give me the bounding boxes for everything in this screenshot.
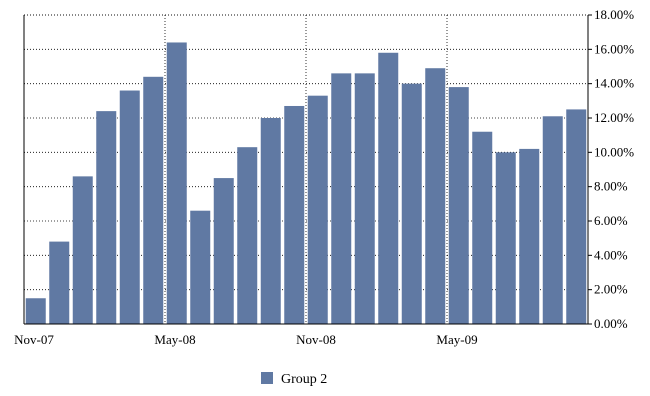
bar: [354, 73, 375, 324]
bar: [284, 105, 305, 324]
y-tick-label: 14.00%: [594, 76, 634, 91]
y-tick-label: 18.00%: [594, 7, 634, 22]
legend-label-group-2: Group 2: [281, 372, 327, 387]
y-tick-label: 4.00%: [594, 247, 628, 262]
bar: [190, 210, 211, 324]
bar: [519, 148, 540, 324]
y-tick-label: 12.00%: [594, 110, 634, 125]
bar: [237, 147, 258, 324]
bar: [25, 298, 46, 324]
bar: [49, 241, 70, 324]
bar: [378, 52, 399, 325]
y-tick-label: 2.00%: [594, 282, 628, 297]
bar: [331, 73, 352, 324]
y-tick-label: 8.00%: [594, 179, 628, 194]
y-tick-label: 0.00%: [594, 316, 628, 331]
bar: [260, 118, 281, 324]
bar: [72, 176, 93, 324]
bar: [401, 83, 422, 325]
legend-swatch-group-2: [261, 372, 273, 384]
bar: [472, 131, 493, 324]
bar: [119, 90, 140, 325]
x-tick-label: Nov-08: [296, 332, 336, 347]
bar: [425, 68, 446, 324]
y-axis-ticks: 0.00% 2.00% 4.00% 6.00% 8.00% 10.00% 12.00% 14.…: [594, 7, 634, 331]
bar: [96, 111, 117, 324]
bar: [213, 178, 234, 324]
bar: [542, 116, 563, 325]
legend: Group 2: [261, 372, 327, 387]
bar: [307, 95, 328, 324]
y-tick-label: 16.00%: [594, 41, 634, 56]
x-tick-label: Nov-07: [14, 332, 54, 347]
bar: [448, 87, 469, 324]
bar: [166, 42, 187, 324]
x-tick-label: May-08: [154, 332, 195, 347]
bar: [566, 109, 587, 325]
bar: [143, 76, 164, 324]
x-axis-ticks: Nov-07 May-08 Nov-08 May-09: [14, 332, 477, 347]
y-tick-label: 10.00%: [594, 144, 634, 159]
bar: [495, 152, 516, 324]
axes: [23, 14, 592, 325]
x-tick-label: May-09: [436, 332, 477, 347]
y-tick-label: 6.00%: [594, 213, 628, 228]
bars: [25, 42, 587, 325]
